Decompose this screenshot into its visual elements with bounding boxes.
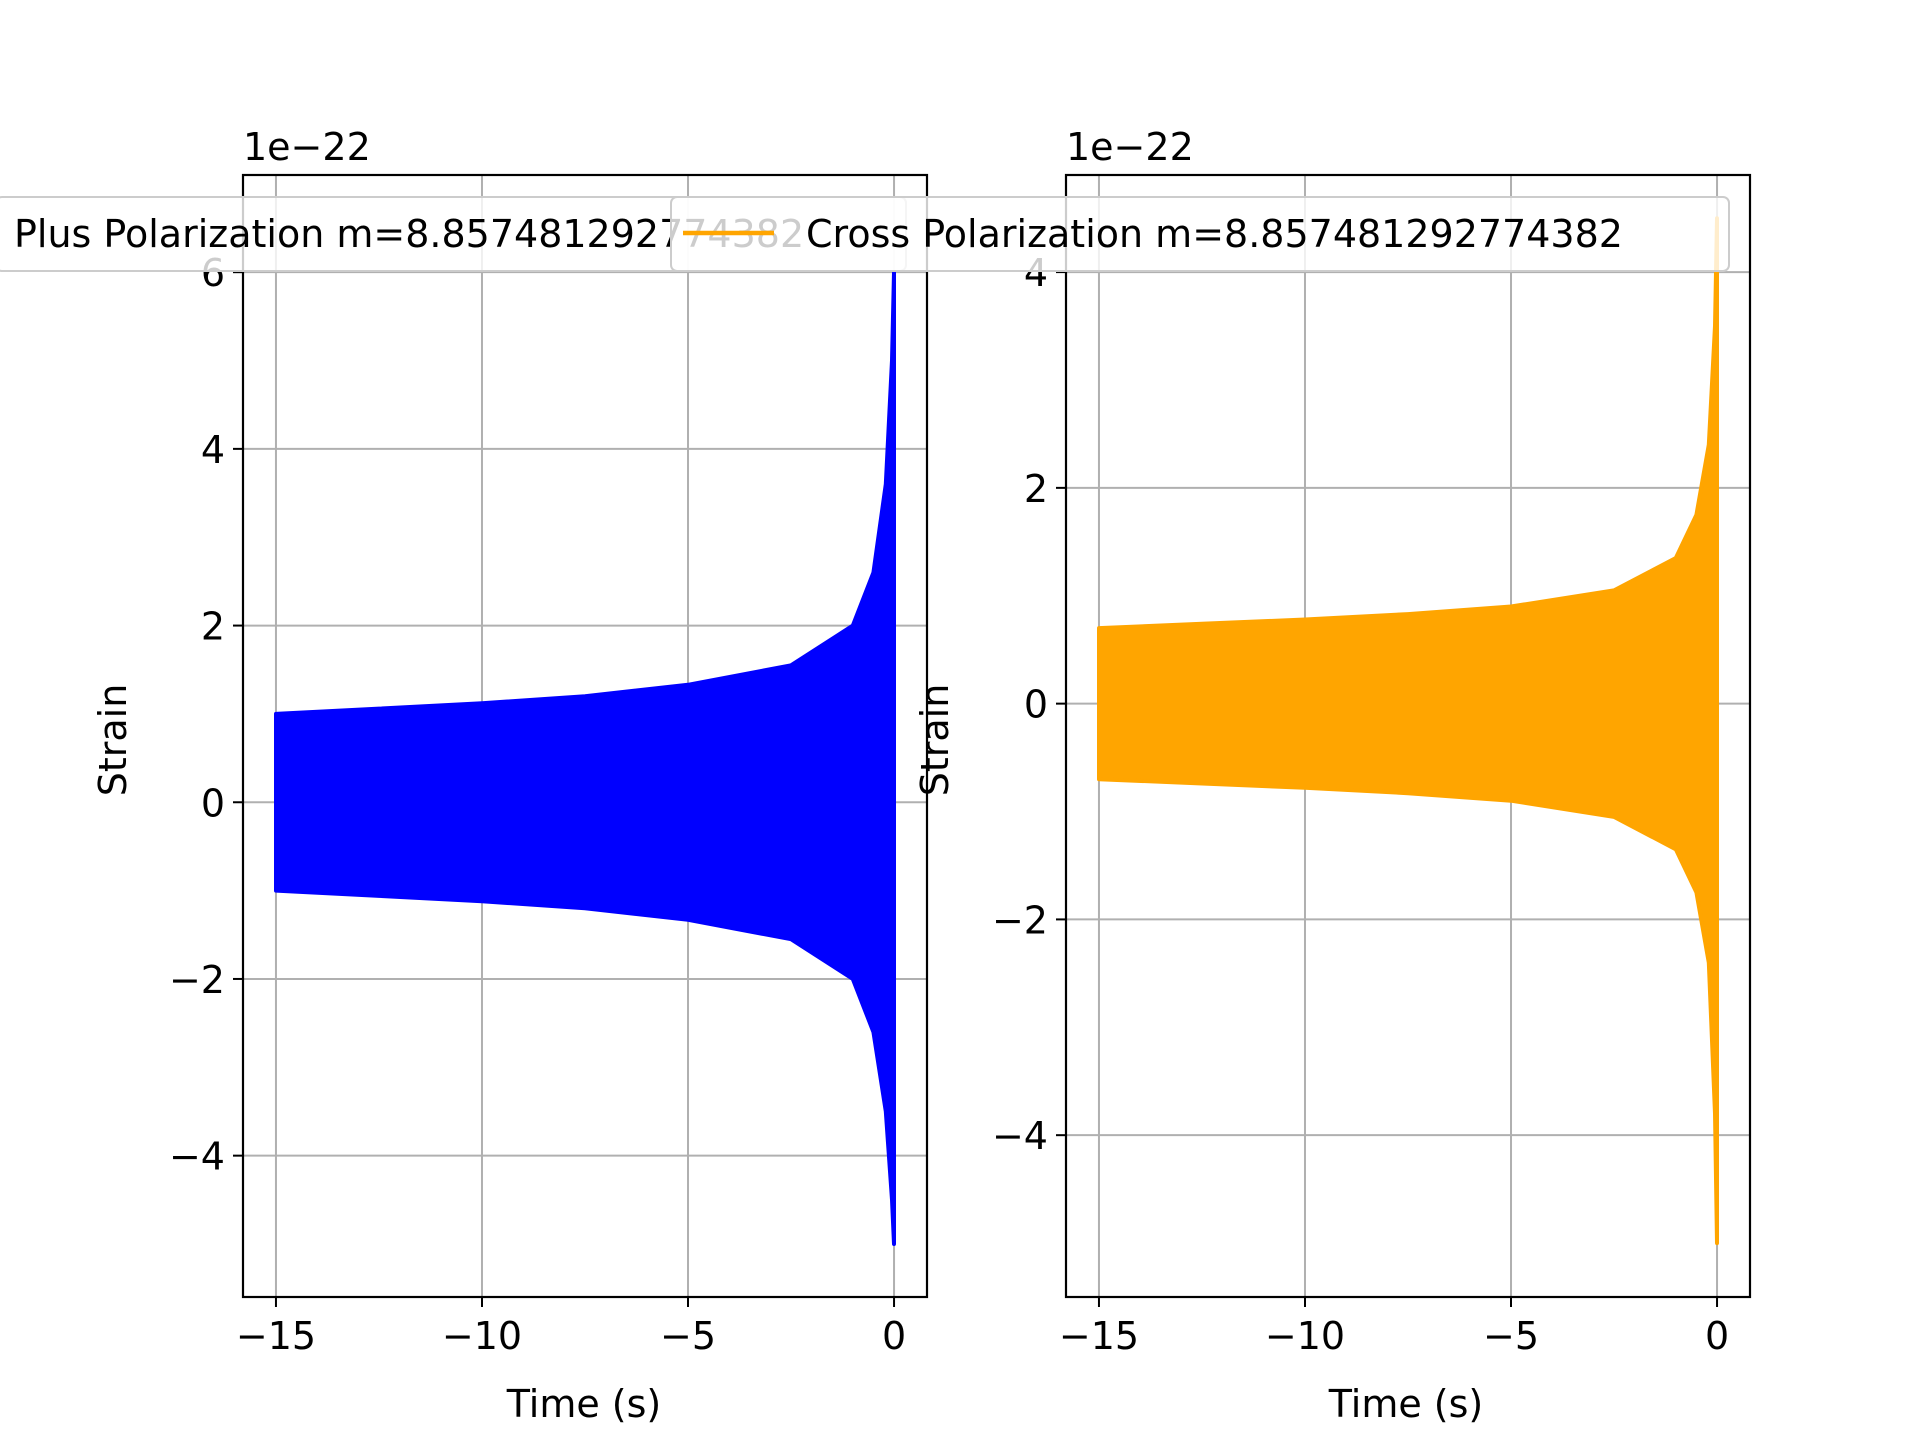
left-x-tick-label: −5 <box>660 1314 716 1358</box>
left-y-axis-label: Strain <box>91 684 135 797</box>
right-x-tick-label: −15 <box>1059 1314 1139 1358</box>
left-x-tick-label: −15 <box>236 1314 316 1358</box>
right-y-tick-label: 2 <box>1024 467 1048 511</box>
right-y-tick-label: −2 <box>992 898 1048 942</box>
right-axes-frame <box>1064 173 1752 1299</box>
left-x-axis-label: Time (s) <box>506 1382 662 1426</box>
left-y-tick-label: 0 <box>201 781 225 825</box>
left-y-tick-label: 4 <box>201 428 225 472</box>
left-y-tick-label: −2 <box>169 958 225 1002</box>
right-signal-envelope <box>1097 216 1719 1246</box>
left-x-tick-label: −10 <box>442 1314 522 1358</box>
right-x-tick-label: 0 <box>1705 1314 1729 1358</box>
left-signal-envelope <box>274 270 896 1246</box>
left-y-tick-label: −4 <box>169 1135 225 1179</box>
right-signal-area <box>1097 216 1719 1246</box>
right-legend-box <box>670 196 1730 272</box>
left-y-tick-label: 2 <box>201 605 225 649</box>
right-y-axis-label: Strain <box>913 684 957 797</box>
right-x-axis-label: Time (s) <box>1328 1382 1484 1426</box>
right-legend: Cross Polarization m=8.857481292774382 <box>670 196 1730 272</box>
right-y-tick-label: 0 <box>1024 683 1048 727</box>
right-offset-text: 1e−22 <box>1066 125 1194 169</box>
right-x-tick-label: −10 <box>1265 1314 1345 1358</box>
left-offset-text: 1e−22 <box>243 125 371 169</box>
left-axes-frame <box>241 173 929 1299</box>
right-legend-label: Cross Polarization m=8.857481292774382 <box>806 212 1623 256</box>
left-x-tick-label: 0 <box>882 1314 906 1358</box>
left-signal-area <box>274 270 896 1246</box>
right-y-tick-label: −4 <box>992 1114 1048 1158</box>
right-x-tick-label: −5 <box>1483 1314 1539 1358</box>
